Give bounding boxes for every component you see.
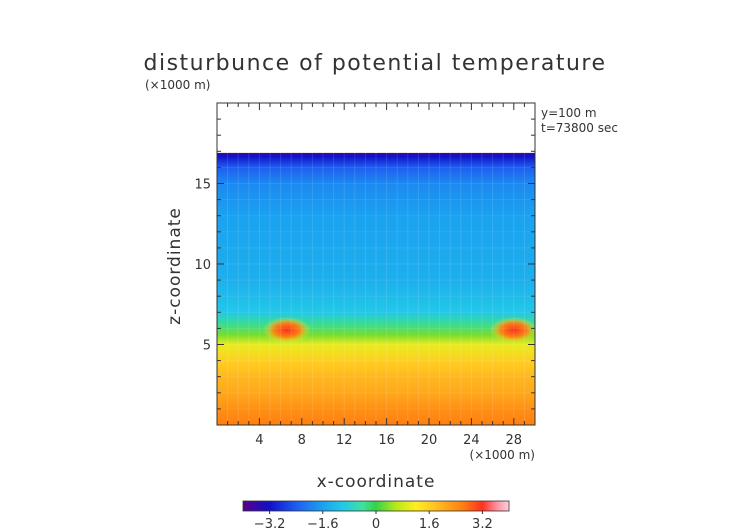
x-tick-label: 8: [298, 433, 306, 448]
y-axis-label: z-coordinate: [165, 207, 185, 325]
x-tick-label: 16: [378, 433, 395, 448]
x-tick-label: 24: [463, 433, 480, 448]
colorbar-tick-label: 1.6: [419, 517, 440, 532]
colorbar-ticks: −3.2 −1.6 0 1.6 3.2: [254, 511, 493, 532]
chart-title: disturbunce of potential temperature: [144, 51, 607, 76]
warm-blobs: [262, 317, 535, 344]
temperature-field: [217, 152, 535, 425]
warm-blob: [489, 317, 535, 344]
colorbar-tick-label: −1.6: [307, 517, 339, 532]
x-axis-ticks: 4 8 12 16 20 24 28: [227, 103, 525, 448]
y-tick-label: 10: [194, 258, 211, 273]
y-tick-label: 5: [203, 339, 211, 354]
colorbar: [242, 500, 510, 512]
x-tick-label: 4: [255, 433, 263, 448]
colorbar-tick-label: −3.2: [254, 517, 286, 532]
y-axis-unit: (×1000 m): [145, 78, 210, 92]
faint-grid: [217, 152, 535, 425]
x-axis-unit: (×1000 m): [470, 448, 535, 462]
x-axis-label: x-coordinate: [317, 472, 436, 492]
annotation-y: y=100 m: [541, 106, 597, 120]
x-tick-label: 12: [336, 433, 353, 448]
y-tick-label: 15: [194, 178, 211, 193]
warm-blob: [262, 317, 311, 344]
colorbar-tick-label: 0: [372, 517, 380, 532]
annotation-t: t=73800 sec: [541, 121, 618, 135]
y-axis-ticks: 5 10 15: [194, 118, 535, 410]
colorbar-tick-label: 3.2: [472, 517, 493, 532]
x-tick-label: 28: [506, 433, 523, 448]
plot-field: [217, 152, 535, 425]
x-tick-label: 20: [421, 433, 438, 448]
